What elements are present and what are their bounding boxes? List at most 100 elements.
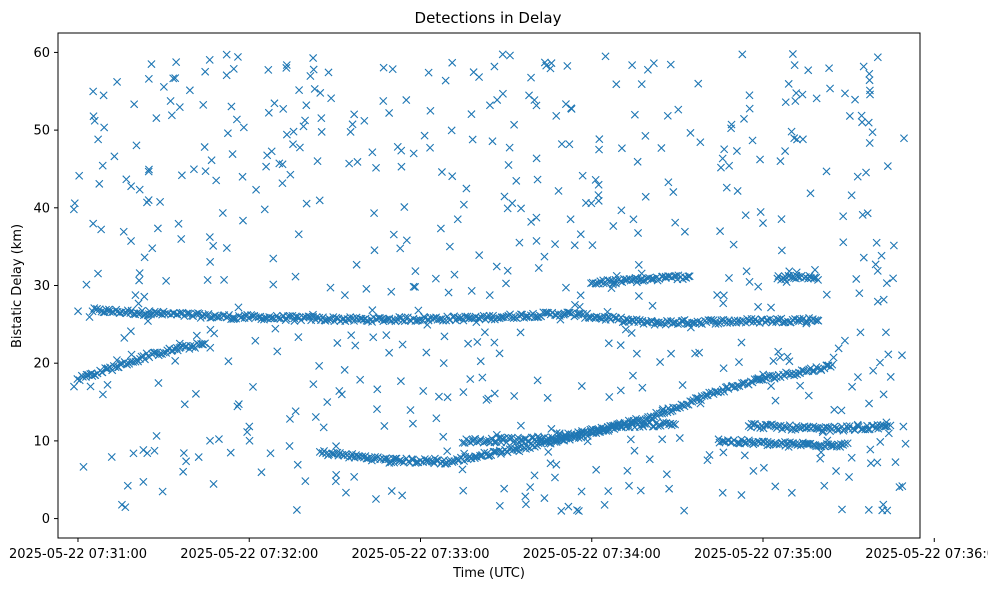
data-point-331 bbox=[678, 316, 687, 325]
data-point-1223 bbox=[889, 274, 898, 283]
data-point-1546 bbox=[634, 260, 643, 269]
data-point-1427 bbox=[396, 244, 405, 253]
data-point-1184 bbox=[756, 155, 765, 164]
data-point-1390 bbox=[777, 215, 786, 224]
data-point-1136 bbox=[873, 297, 882, 306]
data-point-1177 bbox=[852, 274, 861, 283]
data-point-396 bbox=[795, 317, 803, 326]
data-point-1622 bbox=[851, 95, 860, 104]
data-point-802 bbox=[520, 435, 529, 444]
data-point-1219 bbox=[897, 351, 906, 360]
data-point-1325 bbox=[845, 473, 854, 482]
y-tick-label-2: 20 bbox=[33, 357, 50, 372]
data-point-1429 bbox=[340, 291, 349, 300]
data-point-1595 bbox=[326, 283, 335, 292]
data-point-1641 bbox=[229, 314, 238, 323]
data-point-1613 bbox=[443, 393, 452, 402]
data-point-1275 bbox=[448, 58, 457, 67]
data-point-1695 bbox=[771, 396, 780, 405]
data-point-1582 bbox=[177, 235, 186, 244]
data-point-794 bbox=[505, 434, 514, 443]
data-point-1251 bbox=[853, 420, 862, 429]
data-point-870 bbox=[640, 419, 649, 428]
y-axis: 0 10 20 30 40 50 60 bbox=[33, 46, 58, 527]
data-point-1204 bbox=[510, 120, 519, 129]
data-point-1272 bbox=[153, 224, 162, 233]
data-point-1282 bbox=[99, 91, 108, 100]
data-point-1608 bbox=[385, 108, 394, 117]
data-point-1240 bbox=[533, 376, 542, 385]
data-point-1669 bbox=[212, 176, 221, 185]
data-point-1347 bbox=[185, 86, 194, 95]
data-point-1461 bbox=[350, 472, 359, 481]
data-point-1413 bbox=[884, 429, 893, 438]
data-point-904 bbox=[616, 277, 625, 286]
data-point-1159 bbox=[426, 143, 435, 152]
data-point-1491 bbox=[437, 168, 446, 177]
data-point-425 bbox=[103, 364, 112, 373]
data-point-1418 bbox=[864, 505, 873, 514]
data-point-1667 bbox=[285, 442, 294, 450]
data-point-1232 bbox=[881, 328, 890, 337]
y-tick-label-1: 10 bbox=[33, 434, 50, 449]
data-point-913 bbox=[632, 278, 641, 287]
data-point-1661 bbox=[759, 370, 768, 379]
data-point-1421 bbox=[838, 505, 846, 514]
data-point-1208 bbox=[282, 130, 291, 139]
data-point-1287 bbox=[782, 278, 791, 287]
data-point-1434 bbox=[492, 262, 501, 271]
data-point-976 bbox=[772, 440, 781, 449]
data-point-1170 bbox=[75, 171, 84, 180]
data-point-1341 bbox=[302, 101, 311, 110]
data-point-1435 bbox=[467, 110, 476, 119]
data-point-184 bbox=[415, 315, 424, 324]
data-point-1720 bbox=[238, 172, 247, 181]
data-point-1596 bbox=[567, 104, 576, 113]
data-point-1668 bbox=[696, 399, 705, 408]
data-point-1374 bbox=[492, 430, 501, 439]
data-point-1416 bbox=[85, 313, 94, 321]
data-point-1298 bbox=[129, 449, 138, 458]
data-point-1573 bbox=[379, 97, 388, 105]
data-point-165 bbox=[382, 315, 391, 324]
data-point-1019 bbox=[750, 420, 758, 429]
data-point-1575 bbox=[667, 349, 676, 358]
data-point-37 bbox=[153, 309, 162, 318]
data-point-958 bbox=[740, 439, 749, 448]
data-point-1124 bbox=[621, 325, 630, 334]
data-point-578 bbox=[490, 447, 499, 456]
data-point-1527 bbox=[103, 380, 112, 389]
data-point-1181 bbox=[530, 471, 539, 480]
data-point-994 bbox=[804, 439, 813, 448]
data-point-1128 bbox=[891, 458, 900, 467]
data-point-358 bbox=[726, 318, 735, 327]
data-point-132 bbox=[323, 315, 332, 324]
data-point-9 bbox=[104, 305, 113, 314]
data-point-1458 bbox=[218, 208, 227, 217]
data-point-1711 bbox=[900, 134, 908, 143]
data-point-1018 bbox=[747, 419, 756, 428]
data-point-1590 bbox=[251, 336, 260, 345]
data-point-1628 bbox=[291, 272, 300, 281]
data-point-1154 bbox=[273, 347, 282, 356]
data-point-104 bbox=[273, 314, 282, 323]
data-point-1158 bbox=[132, 141, 141, 150]
data-point-1629 bbox=[420, 131, 429, 140]
data-point-1665 bbox=[869, 366, 878, 375]
data-point-1698 bbox=[713, 290, 722, 299]
data-point-1459 bbox=[631, 273, 640, 282]
data-point-1329 bbox=[665, 484, 674, 493]
data-point-1448 bbox=[853, 172, 862, 181]
data-point-1456 bbox=[504, 161, 513, 170]
data-point-1635 bbox=[233, 402, 242, 411]
data-point-326 bbox=[669, 318, 678, 327]
data-point-1500 bbox=[459, 388, 468, 397]
data-point-1548 bbox=[493, 95, 502, 104]
data-point-25 bbox=[133, 308, 142, 317]
data-point-1580 bbox=[776, 353, 785, 362]
data-point-1207 bbox=[490, 62, 499, 71]
data-point-1238 bbox=[823, 436, 832, 445]
data-point-1696 bbox=[583, 437, 592, 446]
data-point-507 bbox=[364, 454, 373, 463]
data-point-1598 bbox=[459, 486, 468, 495]
